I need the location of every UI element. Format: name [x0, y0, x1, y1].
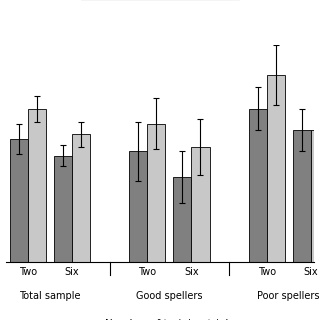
Bar [173, 177, 191, 262]
Bar [54, 156, 72, 262]
Text: Number of training trials: Number of training trials [105, 319, 234, 320]
Bar [191, 147, 210, 262]
Text: Poor spellers: Poor spellers [258, 291, 320, 301]
Bar [293, 130, 311, 262]
Bar [311, 130, 320, 262]
Text: Total sample: Total sample [19, 291, 81, 301]
Bar [72, 134, 90, 262]
Text: Good spellers: Good spellers [136, 291, 203, 301]
Bar [28, 109, 46, 262]
Bar [147, 124, 165, 262]
Bar [129, 151, 147, 262]
Bar [10, 139, 28, 262]
Bar [267, 75, 285, 262]
Bar [249, 109, 267, 262]
